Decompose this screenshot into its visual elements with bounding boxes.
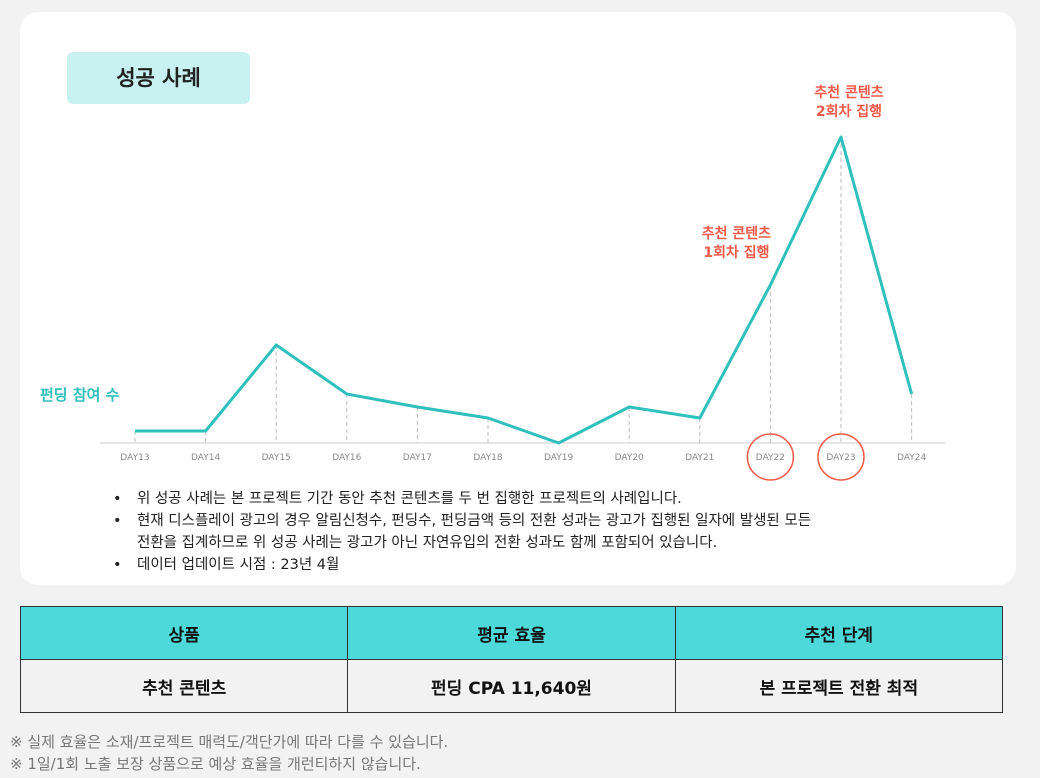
x-tick-label: DAY23: [826, 453, 855, 463]
x-tick-label: DAY17: [403, 453, 432, 463]
series-line: [135, 135, 914, 445]
footnote: ※ 실제 효율은 소재/프로젝트 매력도/객단가에 따라 다를 수 있습니다.: [10, 733, 449, 751]
footnote: ※ 1일/1회 노출 보장 상품으로 예상 효율을 개런티하지 않습니다.: [10, 755, 421, 773]
bullet: 현재 디스플레이 광고의 경우 알림신청수, 펀딩수, 펀딩금액 등의 전환 성…: [105, 510, 811, 554]
table-row: 추천 콘텐츠 펀딩 CPA 11,640원 본 프로젝트 전환 최적: [19, 659, 1004, 713]
series-label: 펀딩 참여 수: [40, 386, 120, 404]
badge: 성공 사례: [67, 52, 250, 104]
x-tick-label: DAY21: [685, 453, 714, 463]
table-header: 추천 단계: [674, 606, 1004, 660]
annotation: 추천 콘텐츠: [702, 225, 771, 242]
bullet-line: 데이터 업데이트 시점 : 23년 4월: [137, 557, 340, 573]
bullet-line: 위 성공 사례는 본 프로젝트 기간 동안 추천 콘텐츠를 두 번 집행한 프로…: [137, 491, 682, 507]
annotation: 2회차 집행: [816, 103, 882, 120]
chart: 펀딩 참여 수 DAY13 DAY14 DAY15 DAY16 DAY17 DAY18 DAY…: [40, 84, 945, 481]
x-tick-label: DAY20: [615, 453, 644, 463]
bullet-line: 전환을 집계하므로 위 성공 사례는 광고가 아닌 자연유입의 전환 성과도 함…: [137, 535, 718, 551]
x-tick-label: DAY14: [191, 453, 220, 463]
table: 상품 평균 효율 추천 단계 추천 콘텐츠 펀딩 CPA 11,640원 본 프로젝트 전…: [19, 606, 1004, 713]
table-header: 평균 효율: [347, 606, 676, 660]
bullet: 데이터 업데이트 시점 : 23년 4월: [105, 554, 811, 576]
annotation: 추천 콘텐츠: [814, 84, 883, 101]
x-tick-label: DAY24: [897, 453, 926, 463]
table-header: 상품: [19, 606, 349, 660]
x-tick-label: DAY18: [473, 453, 502, 463]
table-cell: 펀딩 CPA 11,640원: [347, 659, 676, 713]
annotation: 1회차 집행: [703, 244, 769, 261]
highlight-circle: [817, 433, 865, 481]
bullet: 위 성공 사례는 본 프로젝트 기간 동안 추천 콘텐츠를 두 번 집행한 프로…: [105, 488, 811, 510]
bullet-line: 현재 디스플레이 광고의 경우 알림신청수, 펀딩수, 펀딩금액 등의 전환 성…: [137, 513, 812, 529]
x-tick-label: DAY22: [756, 453, 785, 463]
x-tick-label: DAY13: [120, 453, 149, 463]
table-cell: 추천 콘텐츠: [19, 659, 349, 713]
x-tick-label: DAY15: [262, 453, 291, 463]
x-tick-label: DAY19: [544, 453, 573, 463]
highlight-circle: [746, 433, 795, 481]
x-tick-label: DAY16: [332, 453, 361, 463]
table-cell: 본 프로젝트 전환 최적: [674, 659, 1004, 713]
footnotes: ※ 실제 효율은 소재/프로젝트 매력도/객단가에 따라 다를 수 있습니다. ※…: [10, 731, 448, 775]
bullets: 위 성공 사례는 본 프로젝트 기간 동안 추천 콘텐츠를 두 번 집행한 프로…: [105, 488, 811, 576]
